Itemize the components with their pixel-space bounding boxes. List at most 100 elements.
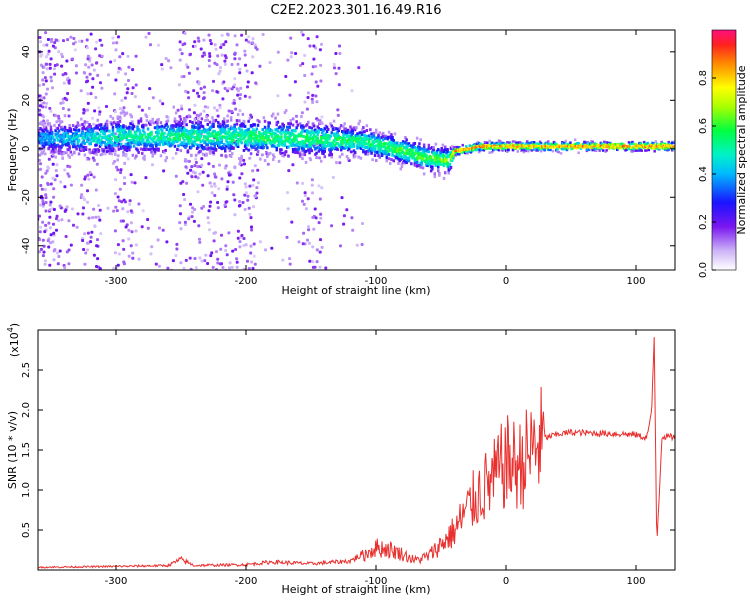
heatmap-cell — [234, 129, 238, 133]
heatmap-cell — [199, 47, 203, 51]
heatmap-cell — [156, 125, 159, 128]
heatmap-cell — [112, 121, 116, 125]
heatmap-cell — [295, 114, 298, 118]
heatmap-cell — [242, 133, 246, 137]
heatmap-cell — [238, 200, 242, 203]
heatmap-cell — [279, 125, 282, 129]
heatmap-cell — [201, 170, 205, 174]
heatmap-cell — [137, 150, 140, 154]
heatmap-cell — [153, 151, 157, 155]
heatmap-cell — [213, 135, 216, 139]
heatmap-cell — [180, 107, 184, 111]
heatmap-cell — [403, 156, 406, 160]
heatmap-cell — [41, 254, 45, 258]
heatmap-cell — [251, 183, 255, 187]
heatmap-cell — [434, 142, 438, 146]
heatmap-cell — [254, 129, 257, 133]
heatmap-cell — [231, 249, 235, 253]
heatmap-cell — [301, 157, 304, 161]
heatmap-cell — [482, 144, 486, 147]
heatmap-cell — [353, 128, 357, 132]
heatmap-cell — [472, 148, 475, 152]
heatmap-cell — [166, 266, 170, 270]
heatmap-cell — [206, 216, 210, 220]
heatmap-cell — [101, 152, 104, 156]
heatmap-cell — [311, 122, 315, 126]
top-x-tick-label: 0 — [503, 276, 509, 287]
heatmap-cell — [366, 142, 370, 146]
heatmap-cell — [52, 249, 56, 253]
heatmap-cell — [178, 48, 182, 52]
heatmap-cell — [328, 148, 331, 151]
heatmap-cell — [55, 150, 58, 154]
heatmap-cell — [433, 172, 436, 176]
heatmap-cell — [207, 129, 211, 133]
heatmap-cell — [433, 175, 436, 179]
heatmap-cell — [252, 254, 256, 258]
heatmap-cell — [642, 140, 646, 144]
heatmap-cell — [298, 122, 302, 126]
heatmap-cell — [163, 136, 166, 140]
heatmap-cell — [39, 247, 43, 251]
heatmap-cell — [55, 120, 58, 124]
heatmap-cell — [52, 258, 56, 262]
heatmap-cell — [113, 192, 117, 196]
heatmap-cell — [121, 109, 125, 113]
heatmap-cell — [351, 131, 355, 135]
heatmap-cell — [178, 138, 181, 142]
heatmap-cell — [252, 129, 255, 133]
heatmap-cell — [133, 95, 137, 99]
heatmap-cell — [157, 118, 160, 121]
heatmap-cell — [532, 141, 536, 144]
heatmap-cell — [213, 43, 217, 47]
heatmap-cell — [148, 87, 152, 91]
heatmap-cell — [226, 119, 229, 123]
heatmap-cell — [346, 157, 350, 161]
heatmap-cell — [350, 89, 354, 93]
heatmap-cell — [249, 251, 253, 255]
heatmap-cell — [236, 142, 240, 146]
heatmap-cell — [40, 175, 44, 179]
heatmap-cell — [42, 65, 46, 69]
heatmap-cell — [194, 126, 198, 129]
heatmap-cell — [107, 146, 110, 150]
heatmap-cell — [132, 144, 136, 148]
heatmap-cell — [204, 253, 208, 257]
top-x-tick-label: -200 — [235, 276, 258, 287]
heatmap-cell — [188, 136, 192, 140]
heatmap-cell — [535, 143, 538, 147]
heatmap-cell — [57, 151, 61, 155]
heatmap-cell — [169, 137, 172, 141]
heatmap-cell — [111, 36, 115, 40]
heatmap-cell — [213, 194, 217, 197]
heatmap-cell — [80, 143, 83, 147]
heatmap-cell — [200, 144, 204, 148]
heatmap-cell — [187, 159, 191, 163]
heatmap-cell — [190, 175, 194, 179]
heatmap-cell — [142, 125, 145, 129]
heatmap-cell — [327, 127, 330, 131]
heatmap-cell — [413, 141, 417, 145]
heatmap-cell — [96, 118, 99, 122]
heatmap-cell — [212, 125, 215, 128]
heatmap-cell — [174, 111, 178, 115]
heatmap-cell — [62, 39, 65, 43]
heatmap-cell — [304, 139, 308, 143]
heatmap-cell — [133, 132, 137, 136]
heatmap-cell — [118, 119, 122, 123]
heatmap-cell — [151, 144, 154, 148]
heatmap-cell — [227, 109, 231, 113]
heatmap-cell — [33, 130, 36, 133]
heatmap-cell — [33, 94, 36, 97]
heatmap-cell — [77, 139, 81, 143]
heatmap-cell — [236, 229, 240, 233]
heatmap-cell — [345, 155, 349, 158]
heatmap-cell — [275, 127, 278, 131]
heatmap-cell — [128, 199, 132, 203]
heatmap-cell — [274, 138, 277, 142]
heatmap-cell — [263, 130, 267, 134]
heatmap-cell — [221, 144, 225, 148]
heatmap-cell — [127, 254, 131, 258]
heatmap-cell — [49, 75, 53, 79]
heatmap-cell — [195, 143, 199, 147]
